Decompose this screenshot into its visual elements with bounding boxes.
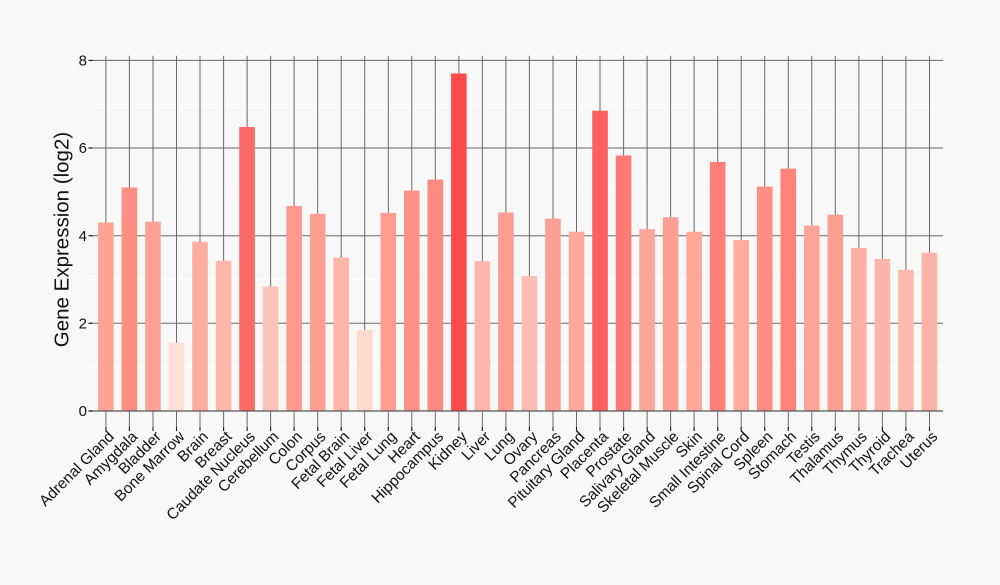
svg-text:0: 0 [79,403,87,420]
svg-text:8: 8 [79,53,87,70]
svg-text:Gene Expression (log2): Gene Expression (log2) [51,132,74,347]
svg-text:6: 6 [79,140,87,157]
svg-text:4: 4 [79,228,87,245]
svg-text:2: 2 [79,316,87,333]
